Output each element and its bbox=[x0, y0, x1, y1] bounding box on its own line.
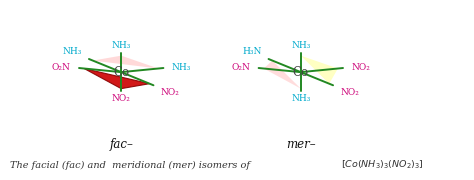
Text: Co: Co bbox=[113, 66, 129, 79]
Text: NH₃: NH₃ bbox=[291, 94, 310, 103]
Text: NO₂: NO₂ bbox=[352, 63, 370, 72]
Text: fac–: fac– bbox=[109, 138, 133, 151]
Text: NH₃: NH₃ bbox=[172, 63, 191, 72]
Text: Co: Co bbox=[293, 66, 309, 79]
Text: NH₃: NH₃ bbox=[63, 47, 82, 56]
Text: H₃N: H₃N bbox=[242, 47, 262, 56]
Polygon shape bbox=[301, 56, 338, 84]
Text: NO₂: NO₂ bbox=[112, 94, 131, 103]
Polygon shape bbox=[93, 56, 158, 69]
Text: The facial (fac) and  meridional (mer) isomers of: The facial (fac) and meridional (mer) is… bbox=[10, 160, 253, 170]
Text: O₂N: O₂N bbox=[52, 63, 71, 72]
Text: $\mathit{[Co(NH_3)_3(NO_2)_3]}$: $\mathit{[Co(NH_3)_3(NO_2)_3]}$ bbox=[341, 159, 424, 171]
Text: NH₃: NH₃ bbox=[291, 41, 310, 50]
Polygon shape bbox=[264, 61, 301, 89]
Text: mer–: mer– bbox=[286, 138, 316, 151]
Text: O₂N: O₂N bbox=[231, 63, 250, 72]
Text: NO₂: NO₂ bbox=[340, 88, 359, 97]
Text: NO₂: NO₂ bbox=[161, 88, 180, 97]
Polygon shape bbox=[84, 69, 150, 89]
Text: NH₃: NH₃ bbox=[111, 41, 131, 50]
